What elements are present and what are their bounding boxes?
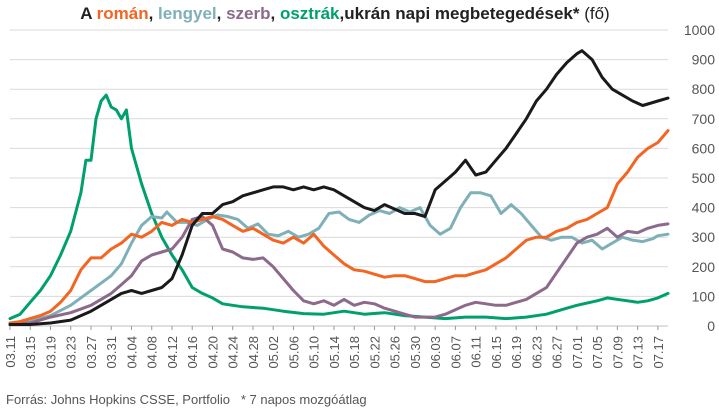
x-tick-label: 06.27: [550, 336, 565, 369]
title-unit: (fő): [579, 4, 610, 23]
title-separator: ,: [270, 4, 280, 23]
x-tick-label: 05.26: [388, 336, 403, 369]
series-lines: [8, 49, 670, 326]
title-prefix: A: [80, 4, 97, 23]
x-tick-label: 04.28: [246, 336, 261, 369]
x-tick-label: 05.10: [307, 336, 322, 369]
series-line-román: [8, 129, 670, 325]
x-tick-label: 04.24: [226, 336, 241, 369]
x-tick-label: 05.22: [367, 336, 382, 369]
source-note: Forrás: Johns Hopkins CSSE, Portfolio * …: [6, 392, 367, 407]
y-tick-label: 200: [692, 259, 716, 275]
y-tick-label: 400: [692, 200, 716, 216]
title-series-osztrak: osztrák: [279, 4, 340, 23]
x-tick-label: 05.02: [266, 336, 281, 369]
title-suffix: napi megbetegedések*: [390, 4, 580, 23]
x-tick-label: 03.27: [84, 336, 99, 369]
x-tick-label: 07.13: [631, 336, 646, 369]
series-line-lengyel: [8, 191, 670, 326]
series-line-szerb: [8, 215, 670, 326]
title-series-roman: román: [96, 4, 149, 23]
gridlines: [10, 29, 668, 327]
chart-title: A román, lengyel, szerb, osztrák,ukrán n…: [0, 4, 690, 24]
y-tick-label: 300: [692, 229, 716, 245]
x-tick-label: 04.20: [205, 336, 220, 369]
y-tick-label: 900: [692, 52, 716, 68]
x-tick-label: 06.11: [469, 336, 484, 368]
y-tick-label: 500: [692, 170, 716, 186]
x-tick-label: 05.14: [327, 336, 342, 369]
series-line-ukrán: [8, 49, 670, 326]
x-tick-label: 05.18: [347, 336, 362, 369]
x-tick-label: 04.08: [145, 336, 160, 369]
x-tick-label: 03.15: [23, 336, 38, 369]
footnote-text: * 7 napos mozgóátlag: [240, 392, 367, 407]
x-tick-label: 07.09: [610, 336, 625, 369]
x-tick-label: 06.03: [428, 336, 443, 369]
title-series-lengyel: lengyel: [158, 4, 217, 23]
source-text: Forrás: Johns Hopkins CSSE, Portfolio: [6, 392, 230, 407]
x-tick-label: 06.15: [489, 336, 504, 369]
title-series-szerb: szerb: [226, 4, 271, 23]
title-separator: ,: [148, 4, 159, 23]
y-tick-label: 0: [707, 318, 715, 334]
x-tick-label: 05.06: [286, 336, 301, 369]
title-series-ukran: ukrán: [344, 4, 391, 23]
x-axis-ticks: 03.11 03.15 03.19 03.23 03.27 03.31 04.04 04.08…: [3, 326, 666, 369]
title-separator: ,: [216, 4, 227, 23]
series-line-osztrák: [8, 93, 670, 321]
x-tick-label: 03.31: [104, 336, 119, 369]
x-tick-label: 06.23: [529, 336, 544, 369]
x-tick-label: 04.12: [165, 336, 180, 369]
y-tick-label: 600: [692, 140, 716, 156]
x-tick-label: 03.11: [3, 336, 18, 368]
title-separator: ,: [339, 4, 345, 23]
y-tick-label: 800: [692, 81, 716, 97]
x-tick-label: 07.01: [570, 336, 585, 369]
y-axis-ticks: 0 100 200 300 400 500 600 700 800 900 1000: [684, 22, 715, 334]
x-tick-label: 07.05: [590, 336, 605, 369]
x-tick-label: 03.19: [43, 336, 58, 369]
y-tick-label: 100: [692, 288, 716, 304]
x-tick-label: 03.23: [64, 336, 79, 369]
y-tick-label: 1000: [684, 22, 715, 38]
x-tick-label: 04.04: [124, 336, 139, 369]
y-tick-label: 700: [692, 111, 716, 127]
x-tick-label: 07.17: [651, 336, 666, 369]
x-tick-label: 06.07: [448, 336, 463, 369]
x-tick-label: 04.16: [185, 336, 200, 369]
x-tick-label: 05.30: [408, 336, 423, 369]
x-tick-label: 06.19: [509, 336, 524, 369]
